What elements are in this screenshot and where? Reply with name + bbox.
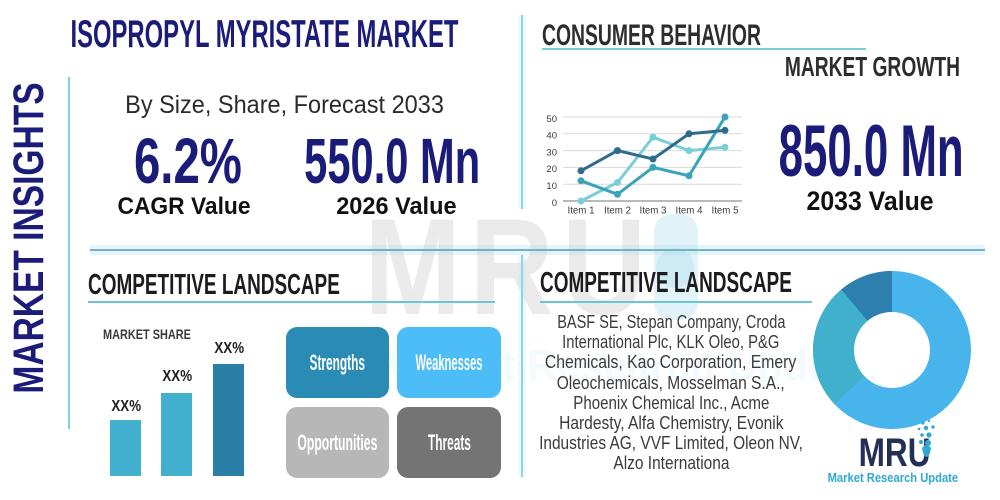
- svg-text:10: 10: [546, 181, 557, 192]
- svg-text:Item 3: Item 3: [640, 206, 667, 217]
- svg-text:20: 20: [546, 164, 557, 175]
- svg-text:Item 4: Item 4: [676, 206, 704, 217]
- svg-text:Item 5: Item 5: [712, 206, 739, 217]
- svg-text:0: 0: [552, 198, 557, 209]
- svg-text:50: 50: [546, 114, 557, 125]
- svg-text:40: 40: [546, 131, 557, 142]
- svg-text:30: 30: [546, 147, 557, 158]
- svg-text:Item 1: Item 1: [568, 206, 595, 217]
- svg-text:Item 2: Item 2: [604, 206, 631, 217]
